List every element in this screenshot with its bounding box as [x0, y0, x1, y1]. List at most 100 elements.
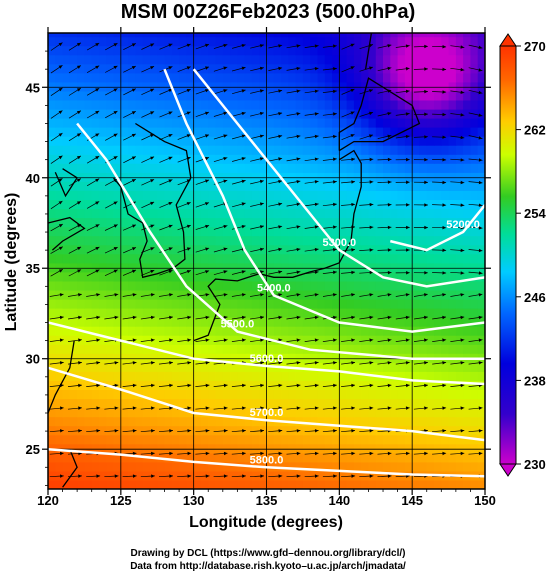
field-cell [273, 127, 282, 137]
field-cell [361, 163, 370, 173]
field-cell [353, 145, 362, 155]
field-cell [120, 290, 129, 300]
field-cell [332, 36, 340, 47]
field-cell [150, 118, 158, 128]
field-cell [157, 100, 166, 110]
field-cell [215, 317, 224, 327]
field-cell [434, 118, 442, 128]
field-cell [251, 271, 260, 282]
field-cell [62, 118, 71, 128]
field-cell [200, 398, 209, 409]
field-cell [135, 371, 144, 381]
field-cell [251, 389, 260, 400]
wind-arrow [468, 429, 483, 433]
field-cell [150, 163, 158, 173]
field-cell [91, 127, 100, 137]
field-cell [55, 434, 64, 445]
field-cell [186, 389, 195, 400]
field-cell [302, 308, 311, 318]
field-cell [222, 226, 231, 237]
field-cell [91, 308, 100, 318]
field-cell [106, 217, 115, 228]
field-cell [463, 290, 471, 300]
field-cell [84, 244, 93, 255]
field-cell [390, 190, 399, 200]
field-cell [470, 90, 479, 101]
wind-arrow [304, 474, 319, 478]
field-cell [470, 181, 479, 191]
x-axis-ticks: 120 125 130 135 140 145 150 [37, 27, 496, 508]
field-cell [69, 190, 78, 200]
field-cell [397, 335, 406, 345]
field-cell [375, 172, 384, 182]
field-cell [404, 217, 413, 228]
field-cell [419, 81, 428, 92]
field-cell [150, 145, 158, 155]
field-cell [222, 154, 231, 164]
field-cell [361, 452, 370, 463]
field-cell [477, 199, 485, 210]
field-cell [455, 434, 464, 445]
field-cell [266, 81, 275, 92]
field-cell [368, 100, 377, 110]
field-cell [455, 100, 464, 110]
wind-arrow [286, 293, 301, 297]
field-cell [426, 253, 435, 264]
field-cell [208, 36, 217, 47]
field-cell [397, 226, 406, 237]
field-cell [251, 443, 260, 454]
field-cell [91, 63, 100, 74]
field-cell [281, 480, 289, 489]
field-cell [171, 425, 180, 436]
field-cell [142, 253, 151, 264]
field-cell [317, 461, 326, 472]
field-cell [215, 199, 224, 210]
field-cell [390, 217, 399, 228]
field-cell [106, 136, 115, 146]
field-cell [120, 253, 129, 264]
wind-arrow [450, 271, 465, 275]
field-cell [222, 416, 231, 427]
field-cell [259, 452, 268, 463]
field-cell [281, 235, 289, 246]
field-cell [397, 280, 406, 291]
field-cell [426, 172, 435, 182]
field-cell [106, 344, 115, 354]
field-cell [368, 461, 377, 472]
field-cell [412, 136, 421, 146]
field-cell [77, 398, 85, 409]
contour-label: 5600.0 [250, 353, 284, 365]
wind-arrow [158, 406, 174, 410]
wind-arrow [159, 315, 173, 320]
field-cell [404, 362, 413, 372]
field-cell [179, 54, 187, 65]
field-cell [142, 353, 151, 363]
field-cell [332, 127, 340, 137]
field-cell [69, 90, 78, 101]
field-cell [361, 380, 370, 390]
field-cell [157, 335, 166, 345]
field-cell [157, 425, 166, 436]
field-cell [244, 480, 253, 489]
field-cell [324, 163, 333, 173]
field-cell [302, 326, 311, 336]
field-cell [470, 244, 479, 255]
field-cell [463, 118, 471, 128]
wind-arrow [377, 361, 392, 365]
field-cell [106, 172, 115, 182]
field-cell [273, 280, 282, 291]
field-cell [99, 407, 107, 418]
field-cell [412, 344, 421, 354]
field-cell [135, 36, 144, 47]
field-cell [302, 199, 311, 210]
field-cell [186, 63, 195, 74]
field-cell [383, 262, 391, 273]
field-cell [339, 461, 348, 472]
field-cell [251, 118, 260, 128]
field-cell [171, 280, 180, 291]
field-cell [135, 308, 144, 318]
field-cell [302, 181, 311, 191]
field-cell [281, 344, 289, 354]
field-cell [288, 425, 297, 436]
field-cell [448, 443, 457, 454]
